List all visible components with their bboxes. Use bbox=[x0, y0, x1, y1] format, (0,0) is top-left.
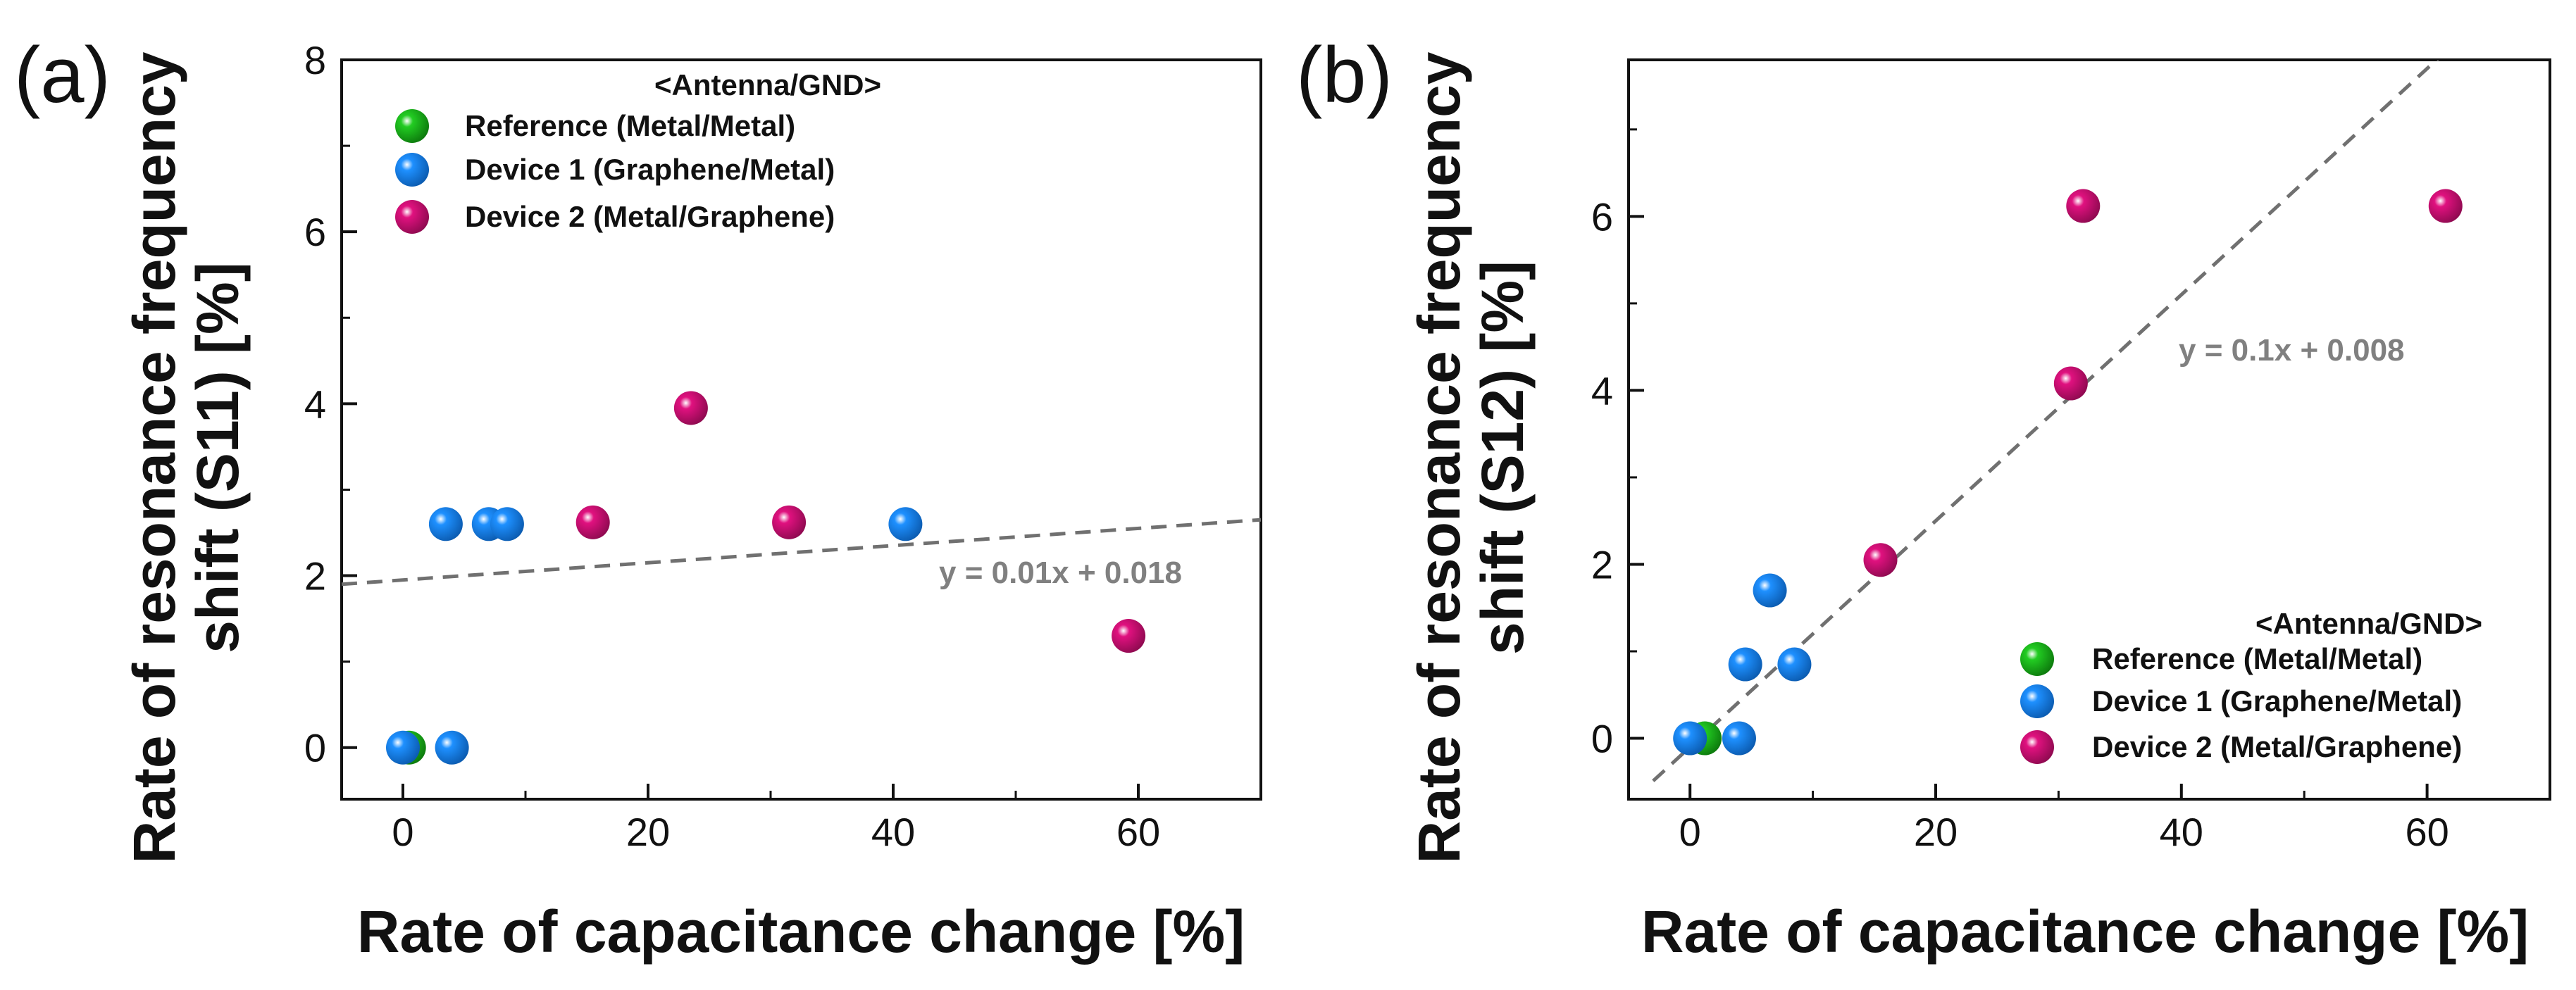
panel-a-legend-label-device1: Device 1 (Graphene/Metal) bbox=[465, 153, 835, 186]
panel-b-y-tick-label: 6 bbox=[1591, 194, 1613, 239]
panel-b-point-device2 bbox=[1863, 543, 1898, 577]
panel-b-x-axis-title: Rate of capacitance change [%] bbox=[1641, 898, 2529, 965]
panel-a-y-axis-title-line2: shift (S11) [%] bbox=[185, 262, 251, 653]
panel-a-legend-marker-reference bbox=[395, 109, 429, 143]
panel-b-point-device1 bbox=[1673, 721, 1707, 756]
panel-b-legend-label-device2: Device 2 (Metal/Graphene) bbox=[2092, 730, 2462, 763]
panel-a-y-tick-label: 0 bbox=[304, 726, 326, 770]
panel-a-point-device2 bbox=[1112, 619, 1146, 653]
panel-a-x-axis-title: Rate of capacitance change [%] bbox=[357, 898, 1245, 965]
panel-b-point-device1 bbox=[1722, 721, 1756, 756]
panel-a-x-tick-label: 40 bbox=[871, 810, 915, 854]
panel-b-plot-area: 0 20 40 60 0 2 4 6 y = 0.1x + 0.008 <Antenna/GND>… bbox=[1591, 58, 2551, 854]
panel-a-legend-marker-device1 bbox=[395, 153, 429, 187]
panel-a-point-device1 bbox=[490, 507, 524, 541]
panel-a-point-device1 bbox=[428, 507, 463, 541]
panel-a-point-device2 bbox=[575, 505, 610, 539]
panel-a-y-tick-label: 2 bbox=[304, 554, 326, 599]
panel-a-point-device1 bbox=[435, 730, 469, 765]
panel-b-legend-label-reference: Reference (Metal/Metal) bbox=[2092, 642, 2422, 675]
panel-b-legend-marker-device2 bbox=[2020, 730, 2054, 764]
panel-a-frame bbox=[340, 58, 1262, 801]
panel-a-legend-label-reference: Reference (Metal/Metal) bbox=[465, 109, 795, 142]
panel-b-y-tick-label: 0 bbox=[1591, 717, 1613, 761]
panel-a-point-device1 bbox=[888, 507, 923, 541]
panel-b: (b) 0 20 40 60 0 2 4 6 y = 0.1x + 0.008 <Antenna/… bbox=[1296, 31, 2551, 965]
panel-a-y-axis-title-line1: Rate of resonance frequency bbox=[121, 51, 187, 863]
panel-b-legend-label-device1: Device 1 (Graphene/Metal) bbox=[2092, 684, 2462, 718]
panel-b-point-device1 bbox=[1777, 647, 1812, 682]
panel-b-y-tick-label: 4 bbox=[1591, 368, 1613, 413]
panel-b-x-tick-label: 20 bbox=[1914, 810, 1958, 854]
panel-b-point-device2 bbox=[2053, 366, 2088, 401]
panel-b-point-device2 bbox=[2066, 189, 2101, 223]
panel-a-fit-label: y = 0.01x + 0.018 bbox=[939, 556, 1182, 590]
panel-b-y-axis-title-line1: Rate of resonance frequency bbox=[1406, 51, 1472, 863]
panel-b-x-tick-label: 0 bbox=[1679, 810, 1701, 854]
panel-a-legend-title: <Antenna/GND> bbox=[654, 68, 881, 101]
panel-a-x-tick-label: 20 bbox=[626, 810, 670, 854]
panel-b-fit-label: y = 0.1x + 0.008 bbox=[2179, 333, 2405, 368]
panel-a-legend-label-device2: Device 2 (Metal/Graphene) bbox=[465, 200, 835, 233]
panel-a-plot-area: 0 20 40 60 0 2 4 6 8 y = 0.01x + 0.018 <Antenna/GN… bbox=[304, 38, 1262, 854]
panel-b-legend-marker-device1 bbox=[2020, 684, 2054, 718]
panel-a: (a) 0 20 40 60 0 2 4 6 8 y = 0.01x + 0.018 <Antenn… bbox=[14, 31, 1262, 965]
panel-a-legend-marker-device2 bbox=[395, 200, 429, 234]
panel-a-y-tick-label: 6 bbox=[304, 210, 326, 254]
panel-b-x-tick-label: 40 bbox=[2160, 810, 2203, 854]
panel-a-point-device2 bbox=[772, 505, 807, 539]
panel-a-y-tick-label: 8 bbox=[304, 38, 326, 82]
panel-a-point-device2 bbox=[673, 391, 708, 425]
panel-a-fit-line bbox=[342, 518, 1261, 587]
panel-b-legend-marker-reference bbox=[2020, 642, 2054, 676]
panel-b-y-axis-title-line2: shift (S12) [%] bbox=[1469, 261, 1536, 655]
panel-b-point-device1 bbox=[1728, 647, 1762, 682]
panel-b-frame bbox=[1627, 58, 2551, 801]
panel-a-x-tick-label: 0 bbox=[392, 810, 413, 854]
panel-b-label: (b) bbox=[1296, 31, 1393, 119]
panel-a-label: (a) bbox=[14, 31, 111, 119]
panel-a-x-tick-label: 60 bbox=[1116, 810, 1160, 854]
panel-b-y-tick-label: 2 bbox=[1591, 542, 1613, 587]
panel-a-point-device1 bbox=[386, 730, 420, 765]
panel-b-legend-title: <Antenna/GND> bbox=[2255, 607, 2482, 640]
panel-a-y-tick-label: 4 bbox=[304, 382, 326, 426]
panel-b-x-tick-label: 60 bbox=[2405, 810, 2449, 854]
panel-b-point-device1 bbox=[1753, 573, 1787, 608]
panel-b-point-device2 bbox=[2428, 189, 2463, 223]
